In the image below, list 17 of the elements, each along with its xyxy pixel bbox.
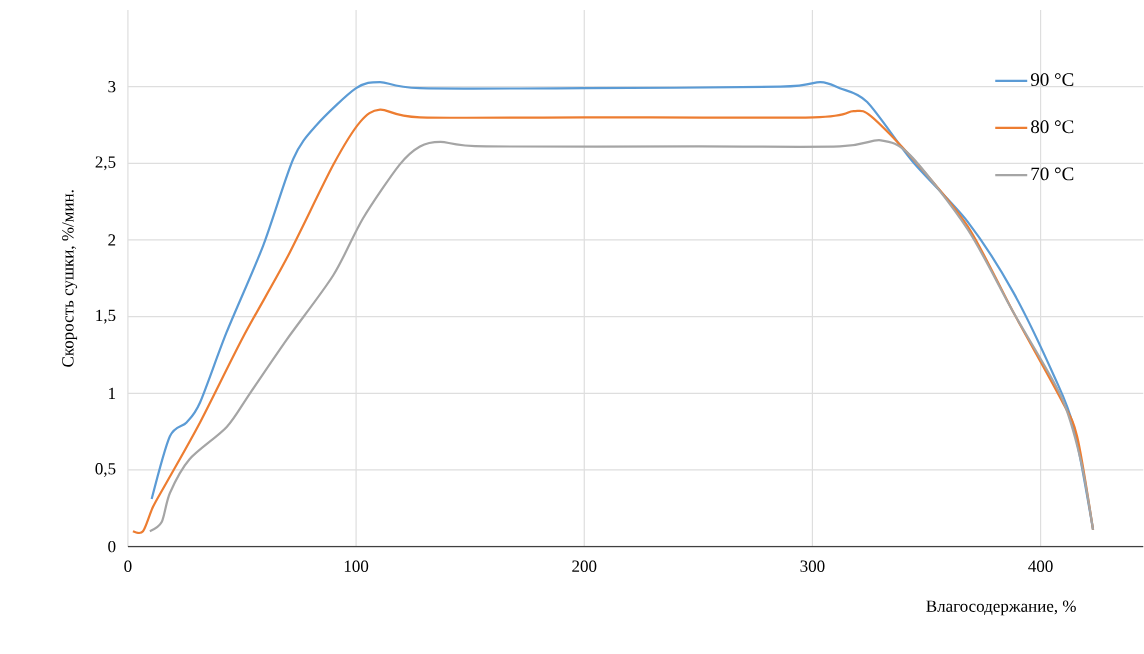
y-tick-label: 0 xyxy=(108,541,116,553)
legend-label: 70 °C xyxy=(1031,167,1074,181)
x-tick-label: 400 xyxy=(1028,560,1053,573)
legend-label: 90 °C xyxy=(1030,73,1074,87)
x-tick-label: 200 xyxy=(572,560,597,573)
y-tick-label: 3 xyxy=(108,81,116,93)
x-tick-label: 300 xyxy=(800,560,825,573)
y-tick-label: 1 xyxy=(109,387,116,400)
x-tick-label: 100 xyxy=(344,560,369,573)
x-axis-title: Влагосодержание, % xyxy=(926,600,1076,616)
y-tick-label: 1,5 xyxy=(96,309,116,324)
y-tick-label: 0,5 xyxy=(95,463,116,478)
y-tick-label: 2 xyxy=(108,234,116,246)
y-tick-label: 2,5 xyxy=(95,156,116,171)
y-axis-title: Скорость сушки, %/мин. xyxy=(62,190,78,367)
legend-label: 80 °C xyxy=(1031,120,1074,134)
x-tick-label: 0 xyxy=(124,560,132,573)
